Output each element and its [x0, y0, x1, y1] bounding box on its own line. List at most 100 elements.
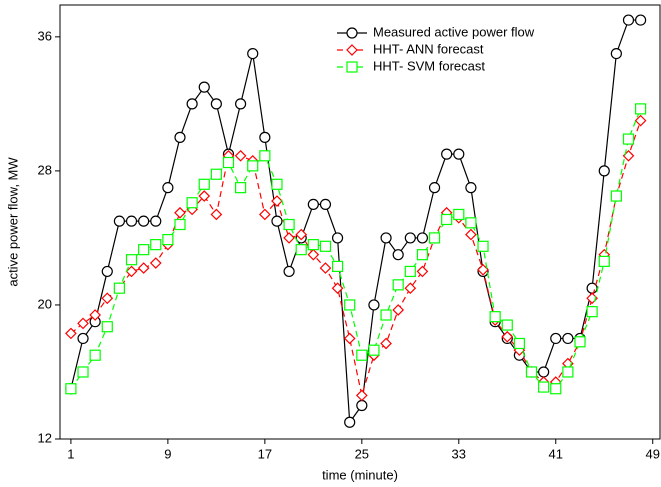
marker [598, 165, 610, 177]
marker [150, 239, 162, 251]
marker [453, 148, 465, 160]
marker [307, 198, 319, 211]
marker [77, 366, 89, 378]
marker [610, 47, 622, 60]
x-tick-label: 9 [164, 446, 171, 461]
marker [149, 257, 162, 269]
marker [441, 148, 453, 160]
marker [525, 366, 538, 378]
legend-label: HHT- ANN forecast [373, 41, 484, 56]
marker [622, 14, 635, 26]
marker [307, 239, 319, 251]
marker [210, 168, 222, 180]
marker [65, 383, 77, 395]
marker [416, 232, 429, 244]
marker [77, 317, 89, 330]
marker [89, 349, 101, 361]
y-tick-label: 36 [38, 28, 52, 43]
x-tick-label: 33 [452, 446, 466, 461]
marker [428, 232, 441, 244]
marker [258, 208, 271, 221]
marker [538, 381, 550, 393]
marker [138, 215, 150, 227]
marker [331, 260, 344, 273]
marker [210, 208, 223, 221]
marker [319, 240, 332, 252]
marker [162, 233, 174, 246]
marker [404, 282, 417, 295]
marker [235, 182, 247, 194]
marker [538, 366, 550, 378]
marker [344, 299, 356, 311]
marker [489, 311, 501, 323]
marker [586, 306, 598, 318]
legend-marker [346, 27, 358, 39]
marker [550, 332, 562, 345]
marker [174, 218, 186, 231]
marker [186, 98, 198, 110]
marker [89, 309, 102, 321]
marker [574, 336, 586, 348]
marker [562, 332, 574, 345]
y-tick-label: 28 [38, 162, 52, 177]
marker [271, 178, 283, 190]
marker [138, 244, 150, 256]
marker [331, 232, 344, 244]
marker [513, 337, 525, 350]
y-tick-label: 12 [38, 430, 52, 445]
marker [635, 103, 647, 115]
marker [441, 213, 453, 226]
legend-marker [346, 44, 358, 56]
marker [235, 98, 247, 110]
legend-label: Measured active power flow [373, 24, 535, 39]
marker [598, 255, 610, 267]
marker [271, 195, 283, 207]
marker [343, 332, 356, 345]
marker [501, 330, 514, 343]
marker [610, 190, 622, 202]
x-tick-label: 41 [549, 446, 563, 461]
marker [307, 248, 320, 261]
marker [416, 249, 429, 261]
marker [150, 215, 162, 227]
marker [295, 228, 308, 241]
marker [344, 416, 356, 428]
marker [125, 254, 138, 266]
marker [380, 337, 392, 350]
marker [392, 304, 405, 316]
marker [465, 182, 477, 194]
marker [283, 232, 295, 244]
marker [174, 206, 186, 219]
marker [392, 249, 404, 261]
marker [319, 198, 332, 211]
marker [162, 182, 174, 194]
marker [174, 131, 186, 143]
x-tick-label: 17 [258, 446, 272, 461]
marker [465, 228, 477, 241]
marker [331, 282, 344, 295]
marker [113, 282, 125, 294]
marker [283, 265, 295, 278]
marker [392, 279, 404, 291]
marker [368, 344, 380, 356]
marker [259, 150, 271, 162]
marker [125, 265, 138, 278]
marker [404, 232, 416, 244]
marker [65, 327, 77, 340]
marker [247, 47, 259, 60]
marker [356, 349, 368, 361]
marker [465, 217, 477, 229]
marker [380, 232, 392, 244]
marker [198, 178, 210, 190]
marker [283, 218, 295, 231]
x-axis-label: time (minute) [322, 467, 398, 482]
x-tick-label: 1 [67, 446, 74, 461]
marker [101, 292, 114, 305]
plot-frame [59, 4, 661, 440]
marker [501, 319, 513, 331]
marker [416, 265, 429, 278]
marker [125, 215, 138, 227]
marker [634, 114, 647, 127]
marker [210, 98, 222, 110]
